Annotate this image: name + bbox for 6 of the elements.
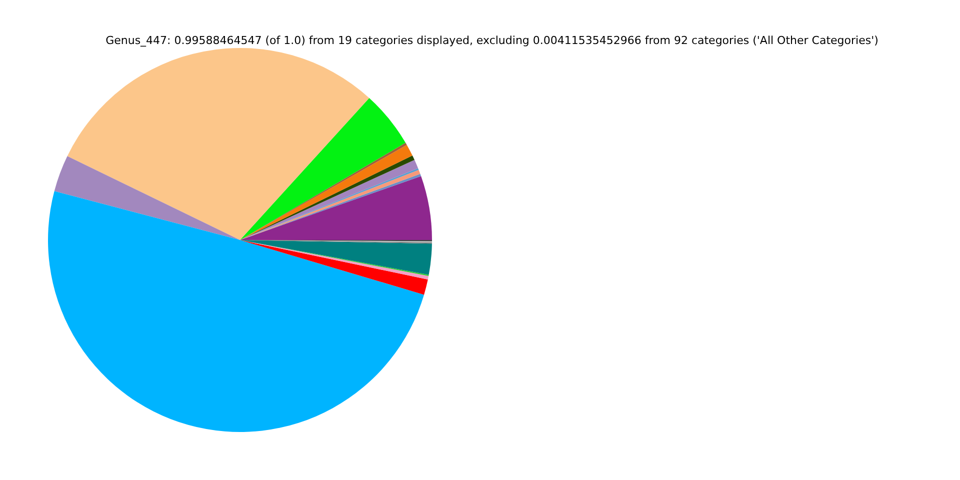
pie-slice xyxy=(67,48,370,240)
pie-slice xyxy=(54,156,240,240)
pie-slice xyxy=(240,240,428,295)
pie-slice xyxy=(48,191,424,432)
pie-slice xyxy=(240,98,406,240)
text: Genus_447: 0.99588464547 (of 1.0) from 19 categories displayed, excluding 0.00411535452966 from 92 categories ('All Other Categories') xyxy=(106,34,878,47)
